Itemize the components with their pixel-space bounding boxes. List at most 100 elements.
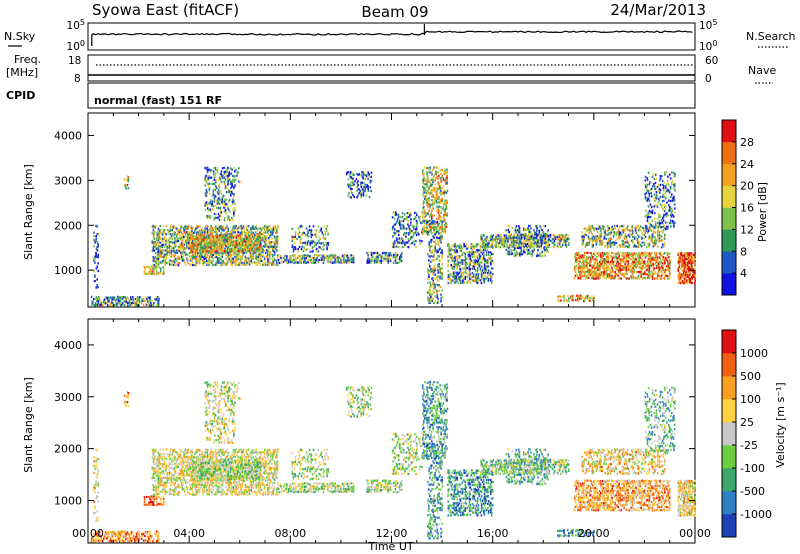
- data-cell: [271, 233, 274, 236]
- data-cell: [225, 253, 227, 256]
- data-cell: [327, 244, 330, 247]
- data-cell: [589, 296, 591, 299]
- data-cell: [360, 192, 362, 195]
- data-cell: [268, 256, 271, 259]
- data-cell: [497, 237, 499, 240]
- data-cell: [518, 245, 520, 248]
- data-cell: [205, 259, 208, 262]
- data-cell: [234, 234, 236, 237]
- data-cell: [434, 300, 436, 303]
- data-cell: [173, 255, 176, 258]
- data-cell: [218, 244, 221, 247]
- data-cell: [587, 251, 589, 254]
- data-cell: [376, 259, 379, 262]
- data-cell: [220, 246, 223, 249]
- data-cell: [251, 244, 253, 247]
- data-cell: [209, 227, 211, 230]
- data-cell: [156, 233, 158, 236]
- data-cell: [421, 240, 423, 243]
- data-cell: [213, 245, 216, 248]
- data-cell: [200, 246, 202, 249]
- data-cell: [200, 239, 202, 242]
- data-cell: [155, 270, 158, 273]
- data-cell: [448, 251, 450, 254]
- data-cell: [413, 240, 415, 243]
- data-cell: [396, 230, 399, 233]
- data-cell: [495, 243, 497, 247]
- data-cell: [149, 304, 151, 307]
- data-cell: [453, 263, 456, 266]
- data-cell: [205, 188, 208, 191]
- data-cell: [426, 291, 429, 294]
- data-cell: [440, 206, 442, 209]
- data-cell: [169, 229, 172, 232]
- data-cell: [265, 255, 268, 258]
- data-cell: [431, 191, 433, 194]
- data-cell: [94, 258, 96, 261]
- data-cell: [316, 241, 319, 244]
- data-cell: [615, 264, 617, 267]
- data-cell: [239, 244, 242, 247]
- data-cell: [596, 265, 598, 268]
- data-cell: [107, 300, 109, 303]
- data-cell: [290, 261, 292, 264]
- data-cell: [252, 255, 255, 258]
- data-cell: [429, 181, 431, 184]
- data-cell: [192, 257, 194, 260]
- data-cell: [172, 261, 175, 264]
- data-cell: [436, 195, 438, 198]
- data-cell: [193, 255, 196, 258]
- data-cell: [531, 251, 533, 254]
- data-cell: [472, 273, 475, 276]
- data-cell: [605, 270, 607, 274]
- data-cell: [394, 232, 397, 235]
- data-cell: [297, 233, 299, 236]
- data-cell: [589, 271, 592, 274]
- data-cell: [442, 220, 444, 223]
- data-cell: [245, 243, 247, 246]
- data-cell: [211, 208, 214, 211]
- data-cell: [524, 251, 526, 254]
- data-cell: [261, 235, 264, 238]
- data-cell: [220, 261, 222, 264]
- data-cell: [474, 251, 477, 254]
- data-cell: [225, 212, 228, 215]
- data-cell: [177, 256, 180, 259]
- data-cell: [154, 256, 157, 259]
- data-cell: [565, 240, 568, 243]
- data-cell: [331, 256, 334, 259]
- data-cell: [290, 257, 292, 260]
- data-cell: [256, 249, 258, 252]
- data-cell: [582, 274, 584, 278]
- data-cell: [113, 296, 116, 299]
- data-cell: [552, 242, 555, 245]
- data-cell: [229, 210, 231, 213]
- data-cell: [559, 238, 562, 241]
- data-cell: [522, 245, 525, 248]
- data-cell: [596, 273, 599, 276]
- data-cell: [508, 251, 511, 254]
- data-cell: [567, 237, 569, 240]
- data-cell: [330, 261, 332, 264]
- data-cell: [434, 273, 436, 276]
- data-cell: [246, 229, 249, 232]
- data-cell: [153, 264, 156, 267]
- data-cell: [209, 243, 212, 246]
- data-cell: [358, 192, 360, 195]
- data-cell: [628, 254, 631, 257]
- data-cell: [176, 237, 179, 240]
- data-cell: [609, 274, 611, 277]
- data-cell: [498, 242, 500, 245]
- data-cell: [254, 261, 257, 265]
- data-cell: [528, 228, 530, 232]
- nsearch-tick-top: 105: [699, 18, 717, 32]
- data-cell: [221, 246, 224, 249]
- data-cell: [585, 295, 588, 298]
- data-cell: [489, 259, 492, 262]
- data-cell: [474, 277, 477, 280]
- data-cell: [510, 236, 513, 239]
- data-cell: [636, 260, 638, 263]
- data-cell: [184, 227, 187, 230]
- data-cell: [469, 281, 472, 284]
- data-cell: [586, 274, 589, 277]
